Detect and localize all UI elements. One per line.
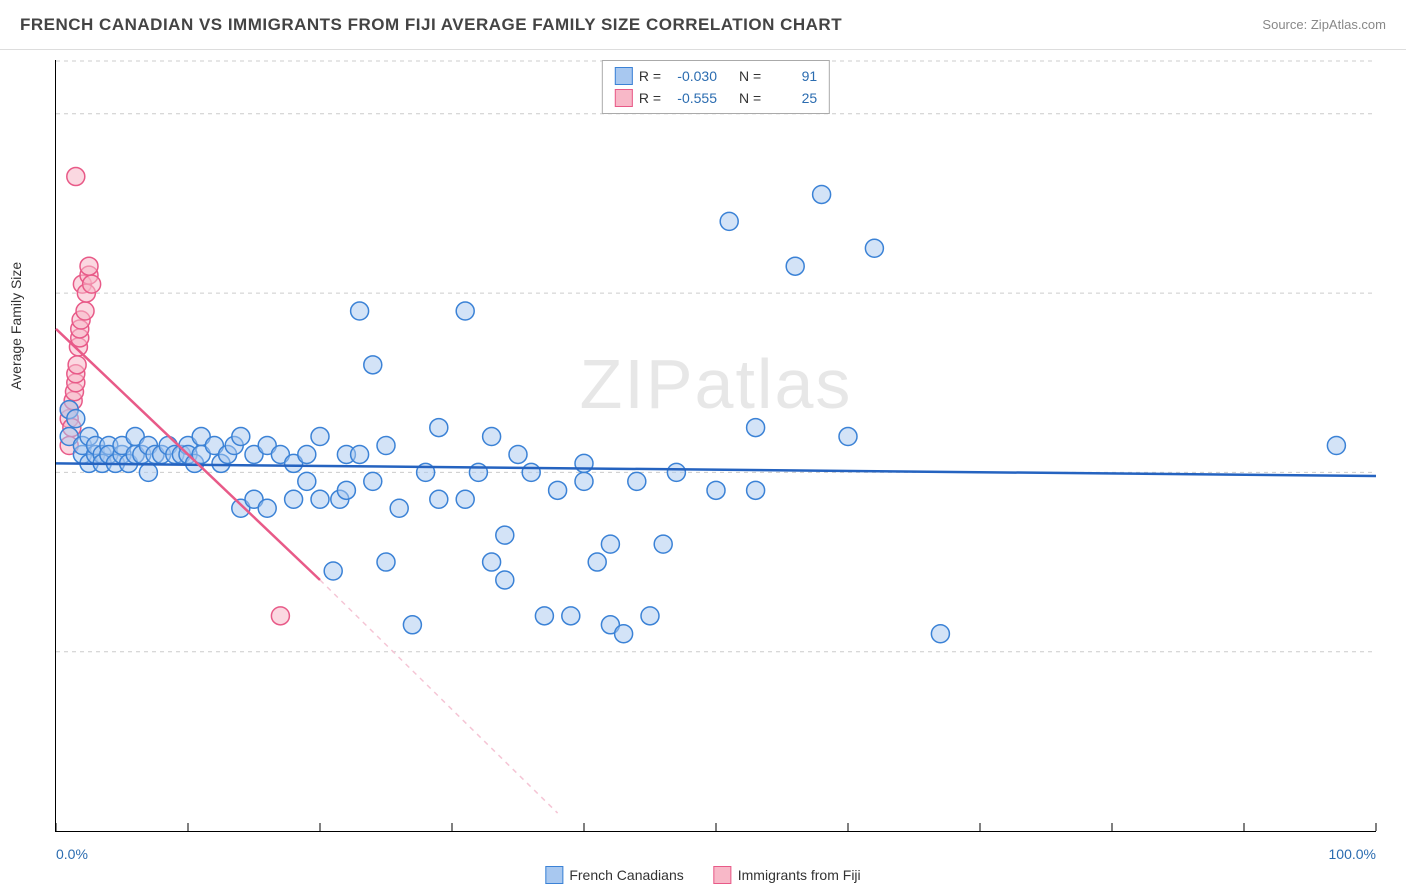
scatter-point	[311, 490, 329, 508]
chart-source: Source: ZipAtlas.com	[1262, 17, 1386, 32]
scatter-point	[271, 607, 289, 625]
scatter-point	[747, 419, 765, 437]
scatter-point	[232, 428, 250, 446]
scatter-point	[931, 625, 949, 643]
scatter-point	[839, 428, 857, 446]
scatter-point	[430, 419, 448, 437]
scatter-point	[865, 239, 883, 257]
scatter-point	[390, 499, 408, 517]
stats-box: R = -0.030 N = 91 R = -0.555 N = 25	[602, 60, 830, 114]
stats-row-pink: R = -0.555 N = 25	[615, 89, 817, 107]
scatter-chart	[56, 60, 1376, 831]
scatter-point	[601, 535, 619, 553]
scatter-point	[377, 437, 395, 455]
y-tick-label: 5.00	[1386, 106, 1406, 122]
scatter-point	[720, 212, 738, 230]
y-axis-title: Average Family Size	[8, 261, 24, 389]
scatter-point	[469, 463, 487, 481]
scatter-point	[80, 257, 98, 275]
scatter-point	[813, 185, 831, 203]
scatter-point	[707, 481, 725, 499]
scatter-point	[588, 553, 606, 571]
scatter-point	[67, 410, 85, 428]
scatter-point	[258, 499, 276, 517]
scatter-point	[509, 445, 527, 463]
scatter-point	[1327, 437, 1345, 455]
scatter-point	[76, 302, 94, 320]
n-label: N =	[739, 68, 761, 84]
y-tick-label: 2.00	[1386, 644, 1406, 660]
scatter-point	[83, 275, 101, 293]
scatter-point	[403, 616, 421, 634]
legend-swatch-blue-icon	[545, 866, 563, 884]
scatter-point	[377, 553, 395, 571]
scatter-point	[456, 490, 474, 508]
scatter-point	[496, 571, 514, 589]
n-value-blue: 91	[767, 68, 817, 84]
scatter-point	[337, 481, 355, 499]
scatter-point	[628, 472, 646, 490]
scatter-point	[654, 535, 672, 553]
bottom-legend: French Canadians Immigrants from Fiji	[545, 866, 860, 884]
scatter-point	[496, 526, 514, 544]
n-label: N =	[739, 90, 761, 106]
source-link[interactable]: ZipAtlas.com	[1311, 17, 1386, 32]
scatter-point	[549, 481, 567, 499]
scatter-point	[562, 607, 580, 625]
scatter-point	[535, 607, 553, 625]
chart-header: FRENCH CANADIAN VS IMMIGRANTS FROM FIJI …	[0, 0, 1406, 50]
r-value-blue: -0.030	[667, 68, 717, 84]
scatter-point	[139, 463, 157, 481]
source-label: Source:	[1262, 17, 1307, 32]
scatter-point	[351, 302, 369, 320]
scatter-point	[456, 302, 474, 320]
swatch-pink-icon	[615, 89, 633, 107]
r-label: R =	[639, 90, 661, 106]
legend-swatch-pink-icon	[714, 866, 732, 884]
legend-item-pink: Immigrants from Fiji	[714, 866, 861, 884]
r-label: R =	[639, 68, 661, 84]
r-value-pink: -0.555	[667, 90, 717, 106]
scatter-point	[351, 445, 369, 463]
scatter-point	[324, 562, 342, 580]
trend-line-blue	[56, 463, 1376, 476]
n-value-pink: 25	[767, 90, 817, 106]
scatter-point	[786, 257, 804, 275]
stats-row-blue: R = -0.030 N = 91	[615, 67, 817, 85]
scatter-point	[68, 356, 86, 374]
scatter-point	[67, 168, 85, 186]
legend-item-blue: French Canadians	[545, 866, 683, 884]
scatter-point	[285, 490, 303, 508]
scatter-point	[483, 428, 501, 446]
y-tick-label: 4.00	[1386, 285, 1406, 301]
swatch-blue-icon	[615, 67, 633, 85]
trend-line-pink-ext	[320, 580, 558, 813]
legend-label-pink: Immigrants from Fiji	[738, 867, 861, 883]
scatter-point	[364, 356, 382, 374]
x-min-label: 0.0%	[56, 846, 88, 862]
scatter-point	[364, 472, 382, 490]
scatter-point	[575, 472, 593, 490]
scatter-point	[298, 445, 316, 463]
scatter-point	[298, 472, 316, 490]
scatter-point	[667, 463, 685, 481]
legend-label-blue: French Canadians	[569, 867, 683, 883]
scatter-point	[483, 553, 501, 571]
scatter-point	[430, 490, 448, 508]
scatter-point	[311, 428, 329, 446]
scatter-point	[747, 481, 765, 499]
chart-title: FRENCH CANADIAN VS IMMIGRANTS FROM FIJI …	[20, 15, 842, 35]
scatter-point	[522, 463, 540, 481]
y-tick-label: 3.00	[1386, 464, 1406, 480]
scatter-point	[615, 625, 633, 643]
x-max-label: 100.0%	[1329, 846, 1376, 862]
plot-area: Average Family Size ZIPatlas R = -0.030 …	[55, 60, 1376, 832]
scatter-point	[641, 607, 659, 625]
